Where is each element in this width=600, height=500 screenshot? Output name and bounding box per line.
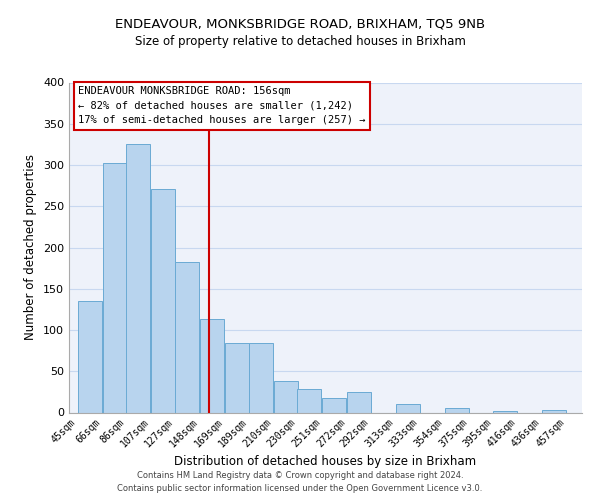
Bar bbox=[542, 410, 566, 412]
Bar bbox=[249, 343, 273, 412]
Bar bbox=[347, 392, 371, 412]
Bar bbox=[493, 411, 517, 412]
Bar bbox=[396, 404, 420, 412]
Bar bbox=[175, 262, 199, 412]
Text: Size of property relative to detached houses in Brixham: Size of property relative to detached ho… bbox=[134, 35, 466, 48]
Text: Contains public sector information licensed under the Open Government Licence v3: Contains public sector information licen… bbox=[118, 484, 482, 493]
Y-axis label: Number of detached properties: Number of detached properties bbox=[25, 154, 37, 340]
Bar bbox=[127, 144, 151, 412]
Bar bbox=[200, 320, 224, 412]
Text: ENDEAVOUR MONKSBRIDGE ROAD: 156sqm
← 82% of detached houses are smaller (1,242)
: ENDEAVOUR MONKSBRIDGE ROAD: 156sqm ← 82%… bbox=[79, 86, 366, 126]
Bar bbox=[322, 398, 346, 412]
Bar bbox=[225, 343, 249, 412]
X-axis label: Distribution of detached houses by size in Brixham: Distribution of detached houses by size … bbox=[175, 455, 476, 468]
Bar bbox=[298, 390, 322, 412]
Bar bbox=[445, 408, 469, 412]
Bar bbox=[103, 164, 127, 412]
Bar bbox=[274, 381, 298, 412]
Text: ENDEAVOUR, MONKSBRIDGE ROAD, BRIXHAM, TQ5 9NB: ENDEAVOUR, MONKSBRIDGE ROAD, BRIXHAM, TQ… bbox=[115, 18, 485, 30]
Text: Contains HM Land Registry data © Crown copyright and database right 2024.: Contains HM Land Registry data © Crown c… bbox=[137, 471, 463, 480]
Bar bbox=[151, 189, 175, 412]
Bar bbox=[78, 301, 102, 412]
